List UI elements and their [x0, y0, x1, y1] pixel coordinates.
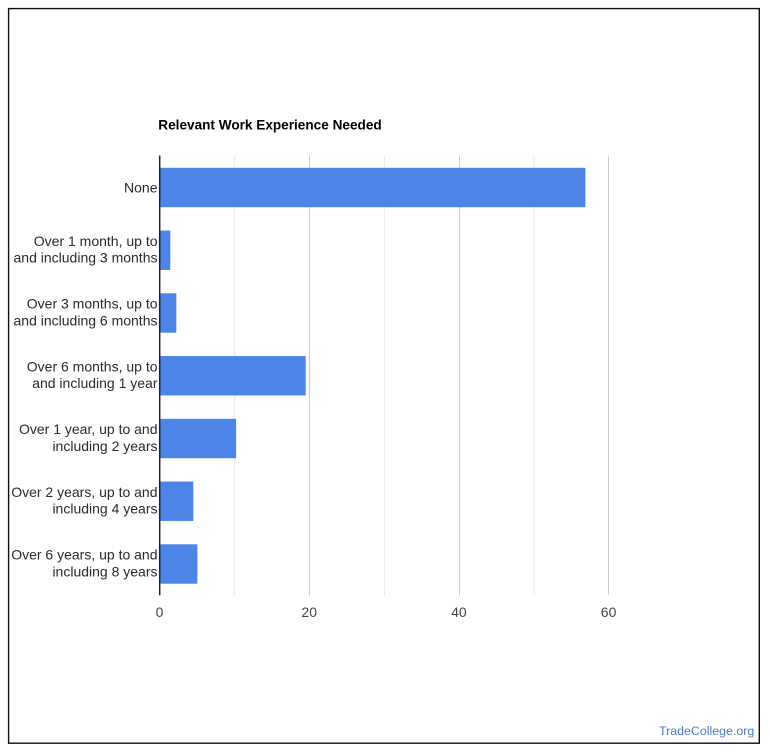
svg-text:TradeCollege.org: TradeCollege.org — [659, 724, 754, 738]
svg-text:0: 0 — [156, 604, 164, 620]
svg-text:Over 6 months, up to: Over 6 months, up to — [27, 358, 158, 374]
svg-text:Relevant Work Experience Neede: Relevant Work Experience Needed — [158, 117, 381, 132]
svg-text:Over 1 month, up to: Over 1 month, up to — [34, 233, 158, 249]
svg-text:and including 1 year: and including 1 year — [32, 375, 158, 391]
svg-text:including 2 years: including 2 years — [52, 438, 157, 454]
svg-text:Over 1 year, up to and: Over 1 year, up to and — [19, 421, 158, 437]
svg-text:60: 60 — [601, 604, 617, 620]
svg-text:and including 6 months: and including 6 months — [14, 312, 158, 328]
svg-text:40: 40 — [451, 604, 467, 620]
svg-text:including 8 years: including 8 years — [52, 563, 157, 579]
svg-text:20: 20 — [301, 604, 317, 620]
svg-text:and including 3 months: and including 3 months — [14, 250, 158, 266]
svg-text:Over 2 years, up to and: Over 2 years, up to and — [11, 484, 157, 500]
svg-text:Over 3 months, up to: Over 3 months, up to — [27, 296, 158, 312]
svg-text:None: None — [124, 180, 158, 196]
svg-text:including 4 years: including 4 years — [52, 501, 157, 517]
svg-text:Over 6 years, up to and: Over 6 years, up to and — [11, 547, 157, 563]
